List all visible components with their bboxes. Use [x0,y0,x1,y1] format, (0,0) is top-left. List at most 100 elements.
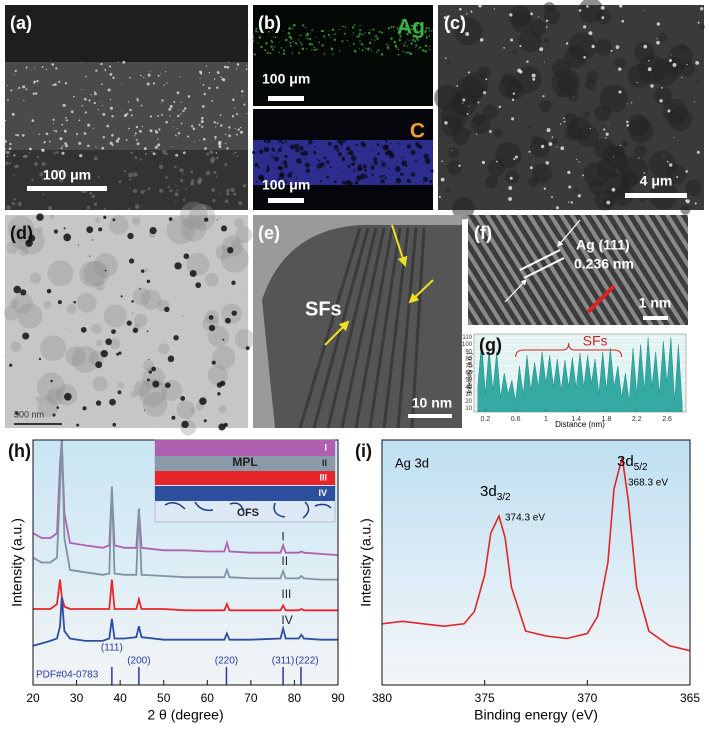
texture [130,390,138,398]
x-tick-label: 20 [26,691,40,705]
texture [414,40,417,43]
layer-label: I [324,442,327,452]
texture [129,76,131,79]
texture [519,45,522,48]
texture [429,30,431,32]
fault-stripe [354,227,394,429]
texture [493,8,495,10]
texture [86,226,94,234]
texture [39,172,44,177]
texture [314,146,317,148]
layer [155,456,335,471]
texture [329,166,332,169]
texture [410,24,414,27]
texture [465,13,468,15]
substrate-label: CFS [237,507,259,519]
texture [519,70,523,74]
texture [30,69,32,71]
eds-ag [253,5,433,106]
texture [10,89,13,92]
texture [386,141,388,143]
texture [532,77,536,81]
texture [530,12,533,16]
fault-stripe [368,227,402,429]
texture [405,161,407,163]
texture [455,76,484,105]
texture [246,65,248,67]
texture [382,144,389,151]
scale-bar [14,423,62,425]
scale-label: 100 μm [43,167,91,183]
texture [308,139,313,145]
texture [134,155,138,160]
texture [361,33,364,36]
texture [341,40,344,43]
texture [25,66,28,69]
texture [160,73,161,75]
texture [205,170,210,176]
texture [38,133,41,135]
texture [103,304,127,328]
texture [661,86,663,89]
layer-label: MPL [232,455,257,469]
texture [311,29,314,32]
x-tick-label: 90 [331,691,345,705]
texture [117,382,124,389]
texture [404,51,406,53]
texture [351,26,355,29]
scale-label: 10 nm [412,395,452,411]
texture [176,136,178,138]
texture [55,67,58,70]
texture [84,111,87,114]
texture [107,88,111,92]
texture [53,229,59,234]
texture [211,188,216,193]
texture [100,349,108,358]
texture [695,80,699,84]
texture [423,153,429,160]
texture [112,218,116,222]
texture [128,172,133,178]
texture [73,95,75,98]
arrow [391,224,408,267]
texture [140,74,142,77]
texture [31,119,35,122]
texture [33,82,35,84]
texture [24,154,27,158]
texture [55,169,60,174]
texture [123,170,127,173]
texture [82,406,87,411]
texture [555,206,559,210]
tem-image [5,215,248,428]
texture [118,180,122,183]
texture [252,39,254,41]
texture [157,138,159,140]
texture [656,22,661,26]
fault-stripe [298,227,362,429]
texture [304,158,307,160]
texture [326,176,329,179]
texture [169,115,171,117]
texture [32,92,35,95]
texture [545,161,549,165]
texture [28,151,31,154]
texture [255,27,258,30]
texture [252,36,255,38]
texture [208,324,216,332]
texture [145,153,147,155]
texture [454,17,483,46]
texture [356,36,358,38]
texture [45,132,49,136]
texture [680,204,691,215]
texture [133,313,148,328]
peak-label: 3d3/2 [480,483,511,503]
texture [133,172,138,177]
texture [578,9,582,12]
texture [667,109,671,113]
texture [176,91,180,95]
texture [52,122,55,124]
texture [109,215,129,235]
panel-label: (b) [258,13,281,33]
scale-label: 500 nm [14,409,44,419]
texture [182,198,186,202]
